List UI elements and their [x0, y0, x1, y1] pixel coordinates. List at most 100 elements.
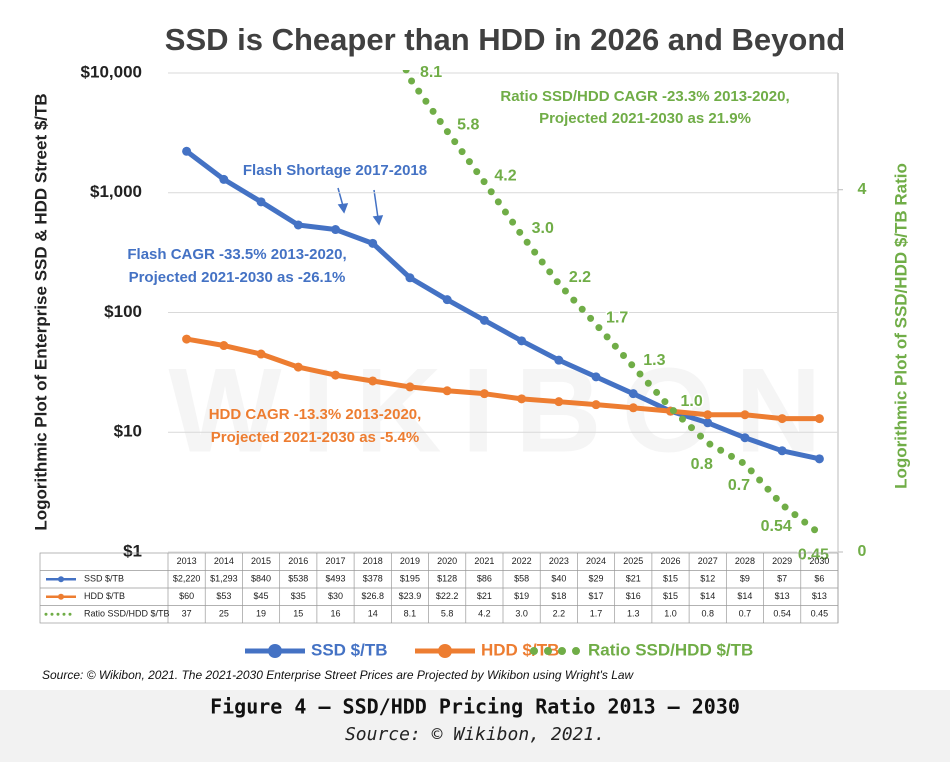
table-cell: 2.2 [553, 609, 566, 619]
table-cell: $2,220 [173, 574, 201, 584]
data-label: 0.7 [728, 477, 750, 494]
point [293, 362, 303, 372]
table-header: 2030 [809, 556, 829, 566]
table-header: 2027 [698, 556, 718, 566]
table-cell: 3.0 [515, 609, 528, 619]
table-cell: 25 [219, 609, 229, 619]
point [777, 414, 787, 424]
data-label: 1.3 [643, 352, 665, 369]
table-cell: $23.9 [399, 591, 422, 601]
chart-background [0, 0, 950, 690]
table-cell: $14 [700, 591, 715, 601]
table-cell: $195 [400, 574, 420, 584]
point [517, 336, 527, 346]
data-label: 1.0 [681, 393, 703, 410]
data-label: 2.2 [569, 269, 591, 286]
table-cell: $15 [663, 591, 678, 601]
annotation-arrow [373, 189, 379, 219]
table-cell: 19 [256, 609, 266, 619]
table-cell: $21 [626, 574, 641, 584]
table-header: 2025 [623, 556, 643, 566]
point [703, 410, 713, 420]
annotation-arrowhead [337, 203, 349, 214]
point [182, 334, 192, 344]
table-header: 2021 [474, 556, 494, 566]
table-cell: 0.45 [811, 609, 829, 619]
point [442, 295, 452, 305]
y-tick-label: $100 [104, 302, 142, 321]
annotation: Ratio SSD/HDD CAGR -23.3% 2013-2020, [500, 88, 789, 105]
table-header: 2024 [586, 556, 606, 566]
annotation: HDD CAGR -13.3% 2013-2020, [209, 406, 422, 423]
point [591, 372, 601, 382]
point [703, 418, 713, 428]
table-cell: $538 [288, 574, 308, 584]
point [405, 273, 415, 283]
y-tick-label: $1,000 [90, 182, 142, 201]
data-label: 0.54 [761, 518, 792, 535]
data-label: 5.8 [457, 116, 479, 133]
data-label: 0.45 [798, 547, 829, 564]
point [814, 454, 824, 464]
point [740, 433, 750, 443]
point [293, 220, 303, 230]
table-header: 2028 [735, 556, 755, 566]
point [554, 355, 564, 365]
table-cell: $128 [437, 574, 457, 584]
table-cell: $6 [814, 574, 824, 584]
table-header: 2016 [288, 556, 308, 566]
y-axis-label: Logorithmic Plot of Enterprise SSD & HDD… [31, 93, 50, 530]
table-legend-key [58, 576, 64, 583]
table-cell: 0.7 [739, 609, 752, 619]
table-cell: $1,293 [210, 574, 238, 584]
data-label: 0.8 [691, 456, 713, 473]
table-cell: $9 [740, 574, 750, 584]
annotation-arrowhead [372, 215, 384, 226]
data-label: 4.2 [494, 167, 516, 184]
point [331, 370, 340, 380]
table-cell: $18 [551, 591, 566, 601]
table-cell: $840 [251, 574, 271, 584]
table-row-label: Ratio SSD/HDD $/TB [84, 609, 170, 619]
table-cell: $16 [626, 591, 641, 601]
point [777, 446, 787, 456]
table-cell: 14 [368, 609, 378, 619]
point [479, 389, 489, 399]
point [256, 349, 266, 359]
table-cell: 5.8 [441, 609, 454, 619]
table-cell: $29 [589, 574, 604, 584]
table-cell: $26.8 [361, 591, 384, 601]
table-cell: 1.0 [664, 609, 677, 619]
annotation: Projected 2021-2030 as 21.9% [539, 110, 751, 127]
legend-key [438, 644, 452, 658]
series-line [185, 149, 820, 462]
y-tick-label: $10 [114, 422, 142, 441]
table-cell: 1.7 [590, 609, 603, 619]
table-cell: $15 [663, 574, 678, 584]
point [442, 386, 452, 396]
table-cell: 0.54 [773, 609, 791, 619]
table-header: 2017 [325, 556, 345, 566]
data-label: 8.1 [420, 64, 442, 81]
annotation: Projected 2021-2030 as -5.4% [211, 429, 419, 446]
table-cell: 37 [182, 609, 192, 619]
table-cell: $21 [477, 591, 492, 601]
table-cell: $13 [812, 591, 827, 601]
table-cell: $30 [328, 591, 343, 601]
point [740, 410, 750, 420]
table-legend-key [58, 593, 64, 600]
source-note: Source: © Wikibon, 2021. The 2021-2030 E… [42, 668, 635, 682]
point [368, 376, 378, 386]
table-header: 2022 [512, 556, 532, 566]
table-cell: $14 [737, 591, 752, 601]
table-header: 2026 [660, 556, 680, 566]
point [405, 382, 415, 392]
table-header: 2019 [400, 556, 420, 566]
legend-label: HDD $/TB [481, 640, 559, 659]
point [331, 225, 340, 235]
table-cell: $7 [777, 574, 787, 584]
data-label: 3.0 [532, 220, 554, 237]
legend-key [268, 644, 282, 658]
table-cell: $19 [514, 591, 529, 601]
